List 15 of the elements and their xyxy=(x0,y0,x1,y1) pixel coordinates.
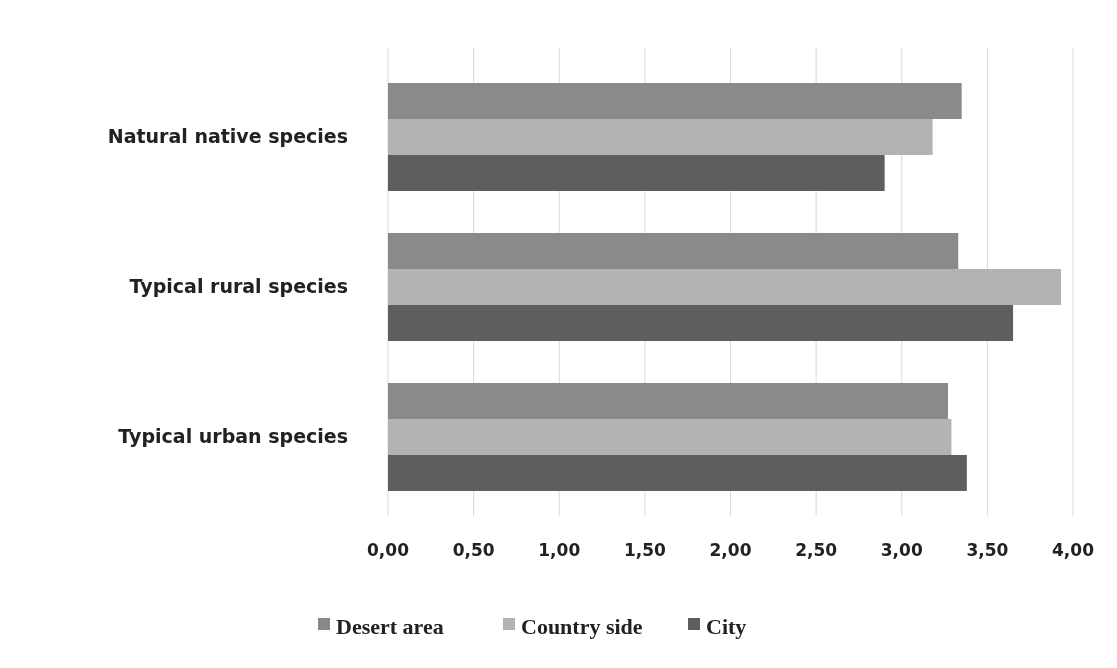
x-tick-label: 1,50 xyxy=(623,540,667,560)
x-tick-label: 4,00 xyxy=(1052,540,1095,560)
x-tick-label: 0,00 xyxy=(367,540,410,560)
legend-label: Country side xyxy=(521,614,643,640)
legend-label: City xyxy=(706,614,747,640)
x-tick-label: 0,50 xyxy=(452,540,495,560)
x-tick-label: 3,50 xyxy=(966,540,1009,560)
x-tick-label: 2,50 xyxy=(795,540,838,560)
x-tick-label: 1,00 xyxy=(538,540,581,560)
y-tick-label: Natural native species xyxy=(107,124,348,147)
x-tick-label: 3,00 xyxy=(880,540,923,560)
y-tick-label: Typical rural species xyxy=(129,274,348,297)
x-tick-label: 2,00 xyxy=(709,540,752,560)
legend-label: Desert area xyxy=(336,614,444,640)
y-tick-label: Typical urban species xyxy=(118,424,348,447)
